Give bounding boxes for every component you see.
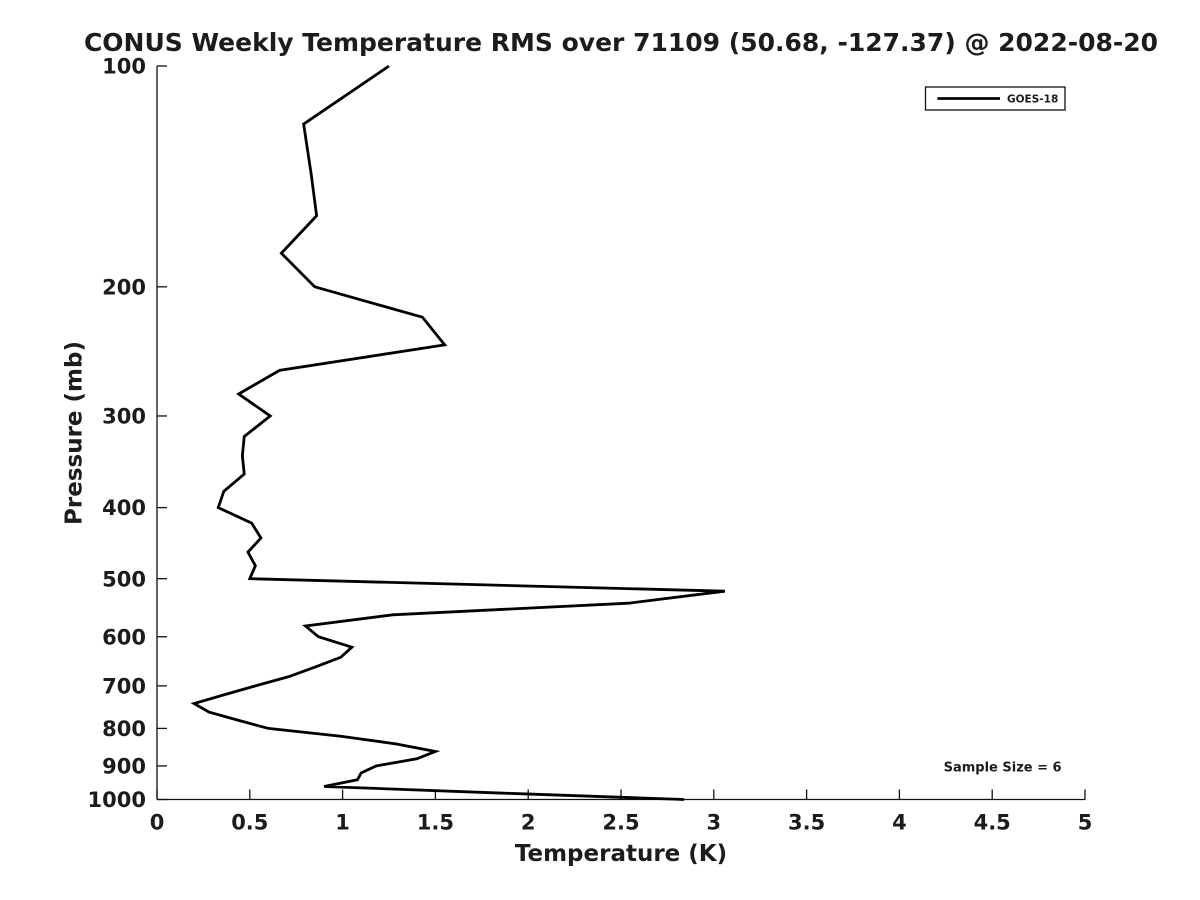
x-tick-label: 2.5 <box>602 811 639 835</box>
y-tick-label: 100 <box>102 55 146 79</box>
y-tick-label: 1000 <box>88 788 146 812</box>
y-tick-label: 400 <box>102 496 146 520</box>
y-tick-label: 500 <box>102 567 146 591</box>
x-axis-label: Temperature (K) <box>515 841 727 867</box>
series-line-goes-18 <box>190 64 726 801</box>
x-tick-label: 0 <box>150 811 165 835</box>
x-tick-label: 3.5 <box>788 811 825 835</box>
x-tick-label: 4.5 <box>974 811 1011 835</box>
y-tick-label: 300 <box>102 405 146 429</box>
x-tick-label: 5 <box>1078 811 1093 835</box>
y-tick-label: 200 <box>102 275 146 299</box>
axes: 0 0.5 1 1.5 2 2.5 3 3.5 4 4.5 5 100 200 300 400 500 600 7… <box>88 55 1093 835</box>
chart-title: CONUS Weekly Temperature RMS over 71109 … <box>84 28 1158 57</box>
x-tick-label: 3 <box>706 811 721 835</box>
y-tick-label: 600 <box>102 625 146 649</box>
y-tick-label: 900 <box>102 755 146 779</box>
x-tick-label: 0.5 <box>231 811 268 835</box>
y-axis-label: Pressure (mb) <box>62 341 88 525</box>
x-tick-label: 2 <box>521 811 536 835</box>
x-tick-label: 4 <box>892 811 907 835</box>
y-tick-label: 700 <box>102 674 146 698</box>
sample-size-annotation: Sample Size = 6 <box>944 760 1062 775</box>
x-tick-label: 1.5 <box>417 811 454 835</box>
series-layer <box>190 64 726 801</box>
legend: GOES-18 <box>924 86 1066 111</box>
x-tick-label: 1 <box>335 811 350 835</box>
legend-entry-label: GOES-18 <box>1007 94 1058 106</box>
y-tick-label: 800 <box>102 717 146 741</box>
